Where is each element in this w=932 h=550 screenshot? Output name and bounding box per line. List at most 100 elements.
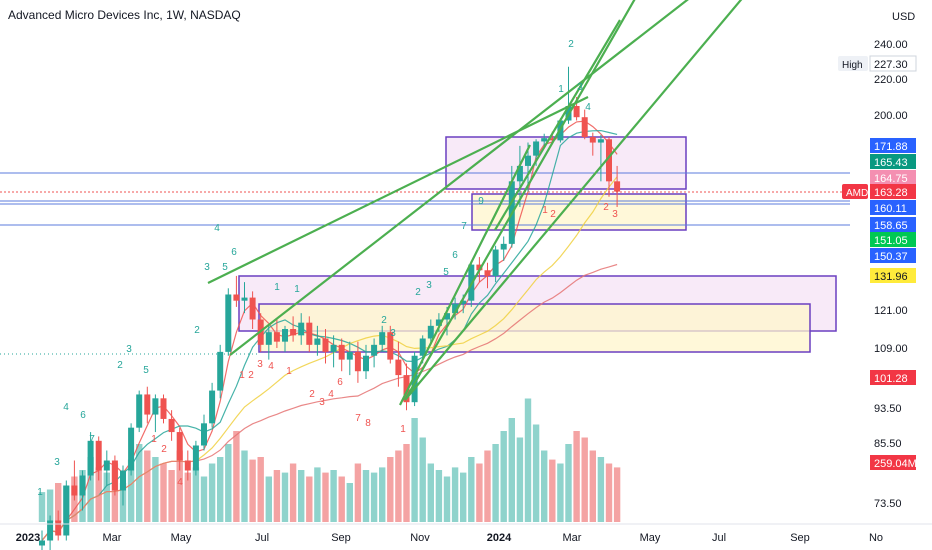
count-label: 3 bbox=[390, 328, 396, 339]
candle bbox=[354, 341, 361, 383]
price-tag-value: 164.75 bbox=[874, 173, 908, 185]
volume-bars bbox=[38, 398, 621, 522]
candle bbox=[217, 344, 224, 399]
candle bbox=[346, 341, 353, 376]
moving-averages bbox=[41, 120, 618, 541]
count-label: 1 bbox=[274, 282, 280, 293]
candle-body bbox=[419, 338, 426, 356]
volume-bar bbox=[160, 463, 167, 522]
candle-body bbox=[363, 355, 369, 372]
count-label: 2 bbox=[550, 209, 556, 220]
volume-bar bbox=[192, 467, 200, 522]
candle-body bbox=[209, 390, 216, 424]
price-tag-value: 163.28 bbox=[874, 187, 908, 199]
count-label: 1 bbox=[37, 487, 43, 498]
volume-bar bbox=[573, 431, 580, 522]
volume-bar bbox=[127, 459, 135, 522]
count-label: 2 bbox=[309, 389, 315, 400]
volume-bar bbox=[136, 444, 143, 522]
candle bbox=[87, 432, 94, 481]
candle-body bbox=[306, 322, 313, 345]
candle-body bbox=[71, 485, 78, 496]
count-label: 4 bbox=[214, 223, 220, 234]
volume-bar bbox=[419, 437, 426, 522]
candle-body bbox=[476, 264, 483, 271]
candle bbox=[79, 470, 86, 511]
price-tag: AMD 163.28 bbox=[842, 184, 916, 199]
candle-body bbox=[411, 355, 418, 403]
candle-body bbox=[533, 141, 540, 156]
trend-line bbox=[494, 19, 621, 231]
volume-bar bbox=[387, 457, 394, 522]
candle bbox=[47, 515, 54, 550]
volume-bar bbox=[354, 463, 362, 522]
volume-bar bbox=[411, 418, 418, 522]
count-label: 3 bbox=[319, 397, 325, 408]
candle bbox=[290, 316, 297, 342]
time-tick-label: Mar bbox=[563, 532, 582, 544]
price-tick-label: 121.00 bbox=[874, 305, 908, 317]
zone-box bbox=[445, 136, 687, 190]
count-label: 3 bbox=[612, 209, 618, 220]
count-label: 5 bbox=[222, 262, 228, 273]
price-tick-label: 73.50 bbox=[874, 498, 902, 510]
candle bbox=[273, 319, 280, 348]
candle bbox=[63, 480, 70, 541]
price-tag-bg bbox=[870, 370, 916, 385]
candle-body bbox=[282, 329, 288, 342]
price-tick-label: 220.00 bbox=[874, 74, 908, 86]
candle-body bbox=[95, 440, 102, 471]
volume-bar bbox=[460, 472, 467, 522]
trend-line bbox=[404, 0, 636, 401]
count-label: 2 bbox=[248, 370, 254, 381]
time-tick-label: Mar bbox=[103, 532, 122, 544]
count-label: 2 bbox=[603, 202, 609, 213]
volume-bar bbox=[314, 467, 321, 522]
candle-body bbox=[47, 520, 54, 541]
trend-lines bbox=[207, 0, 743, 406]
price-tick-label: 200.00 bbox=[874, 110, 908, 122]
candle-body bbox=[500, 243, 507, 250]
count-label: 1 bbox=[400, 424, 406, 435]
count-label: 6 bbox=[452, 250, 458, 261]
candle-body bbox=[435, 319, 442, 326]
time-tick-label: No bbox=[869, 532, 883, 544]
count-label: 1 bbox=[294, 284, 300, 295]
candle-body bbox=[573, 106, 580, 118]
count-label: 4 bbox=[585, 102, 591, 113]
candle-body bbox=[330, 344, 337, 352]
count-label: 1 bbox=[558, 84, 564, 95]
price-tag-value: 131.96 bbox=[874, 271, 908, 283]
candle-body bbox=[160, 398, 167, 419]
volume-bar bbox=[468, 457, 475, 522]
candle bbox=[411, 351, 418, 407]
time-tick-label: Nov bbox=[410, 532, 430, 544]
candle-body bbox=[379, 332, 386, 345]
volume-bar bbox=[38, 492, 46, 522]
volume-bar bbox=[346, 483, 353, 522]
volume-bar bbox=[265, 476, 272, 522]
time-tick-label: May bbox=[171, 532, 192, 544]
price-tag-bg bbox=[870, 184, 916, 199]
time-tick-label: Sep bbox=[331, 532, 351, 544]
candle-body bbox=[525, 155, 531, 166]
count-label: 6 bbox=[80, 410, 86, 421]
time-axis: 2023 Mar May Jul Sep Nov 2024 Mar May Jul Sep No bbox=[0, 523, 932, 544]
candle-body bbox=[298, 322, 305, 336]
count-label: 6 bbox=[231, 247, 237, 258]
candle-body bbox=[39, 540, 45, 546]
candle bbox=[363, 344, 369, 379]
price-tick-label: 109.00 bbox=[874, 343, 908, 355]
candle bbox=[403, 363, 410, 411]
count-label: 2 bbox=[415, 287, 421, 298]
volume-bar bbox=[451, 467, 459, 522]
candle bbox=[516, 145, 523, 207]
candle-body bbox=[290, 329, 297, 336]
count-label: 5 bbox=[143, 365, 149, 376]
candle bbox=[168, 410, 175, 441]
volume-bar bbox=[225, 444, 232, 522]
price-tag-bg bbox=[870, 217, 916, 232]
candle bbox=[427, 319, 434, 345]
price-tag: 101.28 bbox=[870, 370, 916, 385]
